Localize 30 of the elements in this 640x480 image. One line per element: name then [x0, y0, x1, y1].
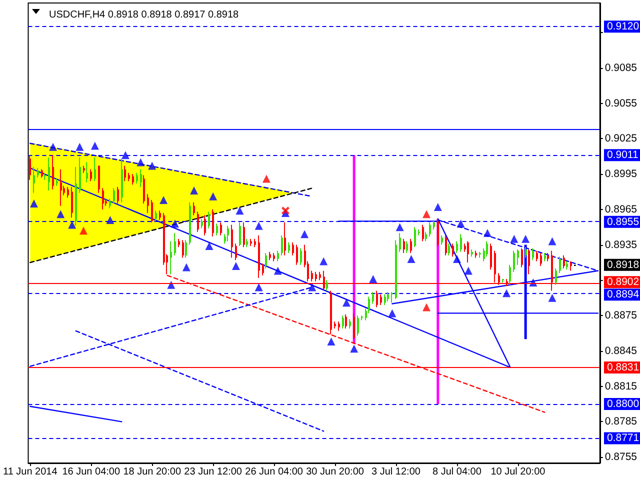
y-tick-label: 0.9025	[604, 132, 638, 145]
text: USDCHF,H4 0.8918 0.8918 0.8917 0.8918	[49, 10, 240, 20]
y-tick-label: 0.8935	[604, 238, 638, 251]
y-tick-label: 0.8875	[604, 310, 638, 322]
y-tick-label: 0.8995	[604, 168, 638, 180]
y-tick-label: 0.8845	[604, 344, 638, 357]
ref-line-label: 0.8955	[607, 216, 640, 228]
x-tick-label: 18 Jun 20:00	[123, 466, 182, 478]
text: 0.8918	[607, 258, 640, 271]
ref-line-label: 0.8800	[607, 398, 640, 410]
y-tick-label: 0.8965	[604, 203, 638, 216]
x-tick-label: 8 Jul 04:00	[432, 466, 482, 478]
x-tick-label: 11 Jun 2014	[2, 466, 58, 478]
y-tick-label: 0.9085	[604, 62, 638, 74]
x-tick-label: 30 Jun 20:00	[306, 466, 364, 478]
ref-line-label: 0.8894	[607, 288, 640, 301]
x-tick-label: 16 Jun 04:00	[62, 466, 120, 478]
x-tick-label: 26 Jun 04:00	[245, 466, 304, 478]
ref-line-label: 0.8771	[607, 432, 640, 444]
y-tick-label: 0.9055	[604, 97, 638, 110]
ref-line-label: 0.9120	[607, 20, 640, 33]
x-tick-label: 3 Jul 12:00	[372, 466, 421, 478]
y-tick-label: 0.8755	[604, 451, 638, 464]
ref-line-label: 0.9011	[607, 149, 638, 162]
x-tick-label: 10 Jul 20:00	[490, 466, 546, 478]
ref-line-label: 0.8902	[607, 276, 640, 288]
ref-line-label: 0.8831	[607, 361, 640, 374]
y-tick-label: 0.8785	[604, 416, 638, 428]
y-tick-label: 0.8815	[604, 380, 638, 392]
x-tick-label: 23 Jun 12:00	[184, 466, 242, 478]
